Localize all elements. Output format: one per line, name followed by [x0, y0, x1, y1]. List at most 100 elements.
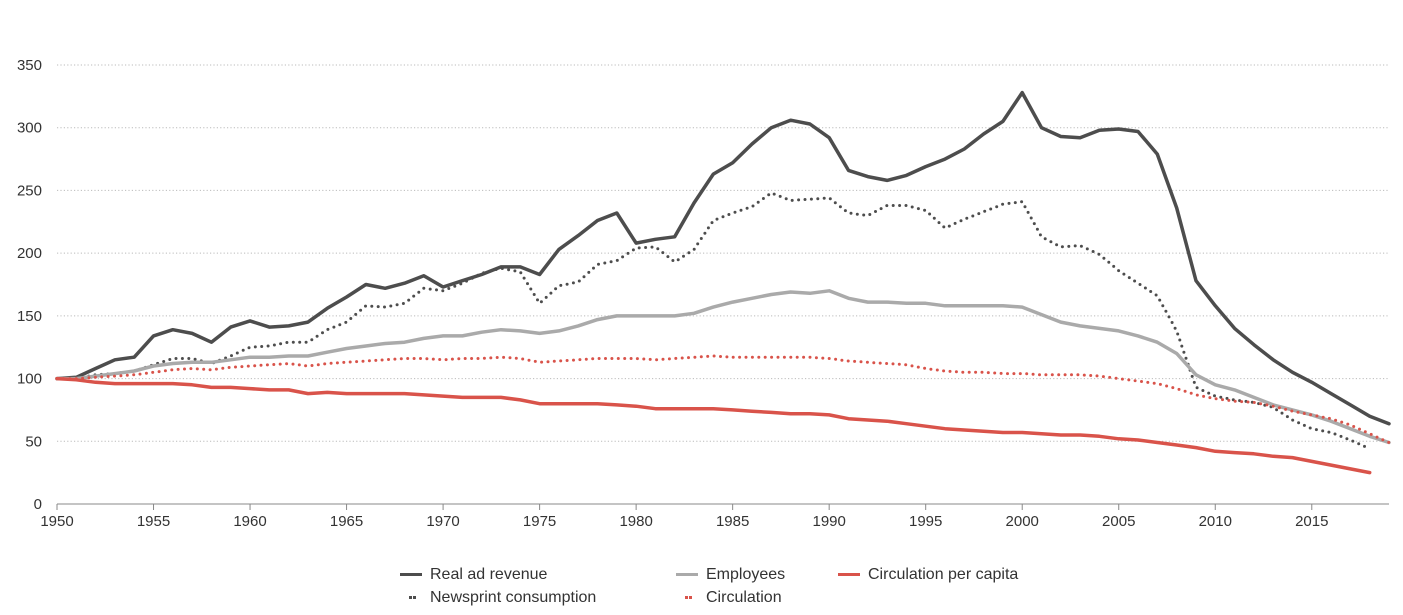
- series-point-newsprint-consumption: [1038, 233, 1042, 237]
- series-point-newsprint-consumption: [1013, 201, 1017, 205]
- series-point-circulation: [687, 356, 690, 360]
- series-point-newsprint-consumption: [266, 344, 270, 348]
- series-point-circulation: [438, 358, 442, 361]
- series-point-newsprint-consumption: [626, 251, 630, 255]
- series-point-newsprint-consumption: [1302, 423, 1306, 427]
- series-point-newsprint-consumption: [247, 346, 251, 350]
- y-tick-label: 200: [17, 245, 42, 262]
- series-point-newsprint-consumption: [571, 281, 575, 285]
- series-point-newsprint-consumption: [739, 208, 743, 212]
- series-point-newsprint-consumption: [338, 323, 342, 327]
- series-point-newsprint-consumption: [1073, 244, 1077, 248]
- series-point-circulation: [1358, 427, 1361, 431]
- series-point-newsprint-consumption: [1207, 391, 1211, 395]
- legend-swatch-employees: [676, 573, 698, 576]
- x-tick-label: 2005: [1102, 513, 1135, 530]
- series-point-newsprint-consumption: [482, 271, 486, 275]
- series-point-circulation: [974, 370, 978, 374]
- legend-column-2: Employees Circulation: [676, 563, 785, 609]
- series-point-circulation: [923, 366, 927, 370]
- series-point-circulation: [840, 358, 844, 362]
- series-point-circulation: [1240, 400, 1244, 404]
- series-point-circulation: [355, 360, 359, 364]
- series-point-newsprint-consumption: [995, 205, 999, 209]
- series-point-newsprint-consumption: [603, 261, 607, 265]
- series-point-circulation: [527, 358, 531, 362]
- series-point-circulation: [853, 359, 857, 363]
- series-point-circulation: [808, 355, 812, 359]
- series-point-circulation: [482, 356, 486, 360]
- series-point-circulation: [495, 356, 499, 359]
- series-point-circulation: [635, 357, 639, 361]
- series-point-newsprint-consumption: [1043, 237, 1047, 241]
- series-point-newsprint-consumption: [359, 308, 363, 312]
- series-point-newsprint-consumption: [989, 207, 993, 211]
- series-point-circulation: [910, 364, 914, 368]
- series-point-newsprint-consumption: [803, 198, 807, 201]
- series-point-circulation: [1327, 416, 1331, 420]
- series-point-circulation: [680, 356, 684, 360]
- series-point-circulation: [265, 363, 269, 367]
- series-point-newsprint-consumption: [868, 213, 872, 216]
- series-point-newsprint-consumption: [1190, 374, 1194, 378]
- series-point-newsprint-consumption: [650, 245, 654, 249]
- series-point-circulation: [546, 360, 550, 364]
- series-point-newsprint-consumption: [507, 268, 511, 272]
- series-point-newsprint-consumption: [395, 303, 399, 307]
- series-point-circulation: [208, 368, 212, 372]
- series-point-newsprint-consumption: [544, 295, 548, 299]
- series-point-newsprint-consumption: [272, 343, 276, 347]
- series-point-circulation: [738, 355, 742, 359]
- series-point-circulation: [412, 357, 416, 360]
- series-point-newsprint-consumption: [947, 224, 951, 228]
- series-point-circulation: [1101, 375, 1105, 379]
- series-point-newsprint-consumption: [609, 260, 613, 264]
- legend-label-employees: Employees: [706, 565, 786, 583]
- series-point-newsprint-consumption: [453, 284, 457, 288]
- series-point-circulation: [144, 371, 148, 375]
- series-point-newsprint-consumption: [1213, 394, 1216, 398]
- series-point-newsprint-consumption: [422, 286, 426, 290]
- series-point-circulation: [1296, 410, 1300, 414]
- series-point-circulation: [1050, 373, 1054, 377]
- series-point-circulation: [1352, 425, 1356, 428]
- series-point-newsprint-consumption: [703, 231, 707, 235]
- y-tick-label: 0: [34, 496, 42, 513]
- series-point-circulation: [610, 357, 614, 360]
- series-point-circulation: [1025, 372, 1029, 376]
- series-point-circulation: [316, 363, 320, 367]
- series-point-circulation: [1095, 374, 1099, 378]
- series-point-circulation: [431, 357, 435, 361]
- series-point-circulation: [1018, 372, 1022, 376]
- series-point-circulation: [533, 359, 537, 363]
- series-point-circulation: [744, 355, 748, 359]
- legend-column-3: Circulation per capita: [838, 563, 1018, 586]
- series-point-circulation: [285, 362, 289, 366]
- series-point-newsprint-consumption: [953, 221, 957, 225]
- series-point-newsprint-consumption: [767, 193, 771, 197]
- series-point-newsprint-consumption: [1195, 386, 1199, 390]
- series-group: [55, 90, 1391, 475]
- series-point-circulation: [872, 361, 876, 365]
- series-point-circulation: [329, 361, 333, 365]
- series-point-newsprint-consumption: [168, 358, 172, 361]
- series-point-newsprint-consumption: [428, 287, 432, 291]
- series-point-newsprint-consumption: [1097, 252, 1101, 256]
- series-point-circulation: [1082, 373, 1086, 377]
- series-point-circulation: [827, 357, 831, 360]
- series-point-circulation: [189, 367, 193, 371]
- series-point-newsprint-consumption: [260, 345, 264, 348]
- series-point-newsprint-consumption: [539, 300, 543, 304]
- series-point-circulation: [986, 371, 990, 375]
- series-point-circulation: [1089, 374, 1093, 377]
- series-point-newsprint-consumption: [1020, 200, 1024, 204]
- series-point-newsprint-consumption: [1154, 293, 1158, 297]
- series-point-newsprint-consumption: [797, 198, 801, 202]
- series-point-newsprint-consumption: [733, 210, 737, 214]
- series-point-circulation: [776, 355, 780, 359]
- series-point-newsprint-consumption: [554, 287, 558, 291]
- series-point-newsprint-consumption: [459, 282, 463, 286]
- series-point-newsprint-consumption: [1167, 315, 1171, 319]
- x-tick-label: 2000: [1006, 513, 1039, 530]
- series-point-newsprint-consumption: [1023, 205, 1027, 209]
